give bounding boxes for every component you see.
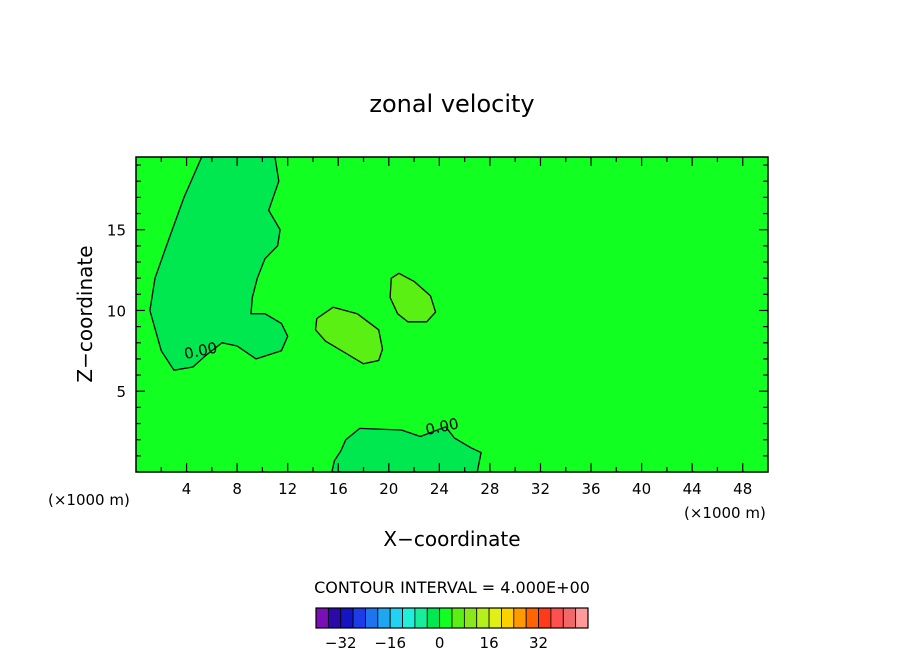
x-tick-label: 12	[278, 480, 297, 498]
x-tick-label: 24	[430, 480, 449, 498]
colorbar-tick-label: 0	[435, 634, 445, 652]
x-tick-label: 8	[232, 480, 242, 498]
x-axis-label: X−coordinate	[383, 527, 520, 551]
colorbar-swatch	[476, 607, 490, 629]
colorbar-tick-label: 16	[480, 634, 499, 652]
x-tick-label: 28	[480, 480, 499, 498]
x-tick-label: 20	[379, 480, 398, 498]
x-tick-label: 16	[329, 480, 348, 498]
colorbar-swatch	[451, 607, 465, 629]
colorbar-swatch	[352, 607, 366, 629]
contour-region-3	[389, 272, 437, 323]
chart-title: zonal velocity	[369, 90, 534, 118]
colorbar-tick-label: 32	[529, 634, 548, 652]
x-tick-label: 44	[683, 480, 702, 498]
plot-frame	[135, 156, 769, 473]
x-tick-label: 32	[531, 480, 550, 498]
colorbar: −32 −16 0 16 32	[315, 607, 589, 652]
colorbar-swatch	[365, 607, 379, 629]
x-tick-label: 36	[581, 480, 600, 498]
colorbar-swatch	[439, 607, 453, 629]
x-tick-label: 48	[733, 480, 752, 498]
colorbar-frame	[315, 607, 589, 629]
contour-region-1	[149, 156, 289, 371]
colorbar-swatch	[463, 607, 478, 629]
colorbar-swatch	[538, 607, 552, 629]
x-unit-label-right: (×1000 m)	[684, 504, 766, 522]
colorbar-swatch	[402, 607, 416, 629]
colorbar-swatch	[327, 607, 342, 629]
colorbar-swatch	[513, 607, 527, 629]
y-tick-label: 15	[107, 222, 126, 240]
x-tick-label: 4	[182, 480, 192, 498]
colorbar-tick-label: −16	[374, 634, 406, 652]
y-axis-label: Z−coordinate	[73, 245, 97, 382]
x-unit-label-left: (×1000 m)	[48, 491, 130, 509]
colorbar-tick-label: −32	[325, 634, 357, 652]
colorbar-swatch	[377, 607, 391, 629]
contour-region-2	[314, 306, 384, 365]
colorbar-swatch	[315, 607, 329, 629]
x-tick-label: 40	[632, 480, 651, 498]
contour-region-4	[331, 426, 482, 473]
colorbar-swatch	[562, 607, 577, 629]
colorbar-swatch	[525, 607, 539, 629]
colorbar-swatch	[575, 607, 589, 629]
y-tick-label: 10	[107, 302, 126, 320]
colorbar-swatch	[426, 607, 441, 629]
colorbar-swatch	[501, 607, 515, 629]
colorbar-swatch	[414, 607, 428, 629]
colorbar-swatch	[389, 607, 403, 629]
colorbar-swatch	[488, 607, 502, 629]
colorbar-swatch	[550, 607, 564, 629]
colorbar-swatch	[340, 607, 354, 629]
y-tick-label: 5	[116, 383, 126, 401]
contour-interval-text: CONTOUR INTERVAL = 4.000E+00	[314, 578, 590, 597]
